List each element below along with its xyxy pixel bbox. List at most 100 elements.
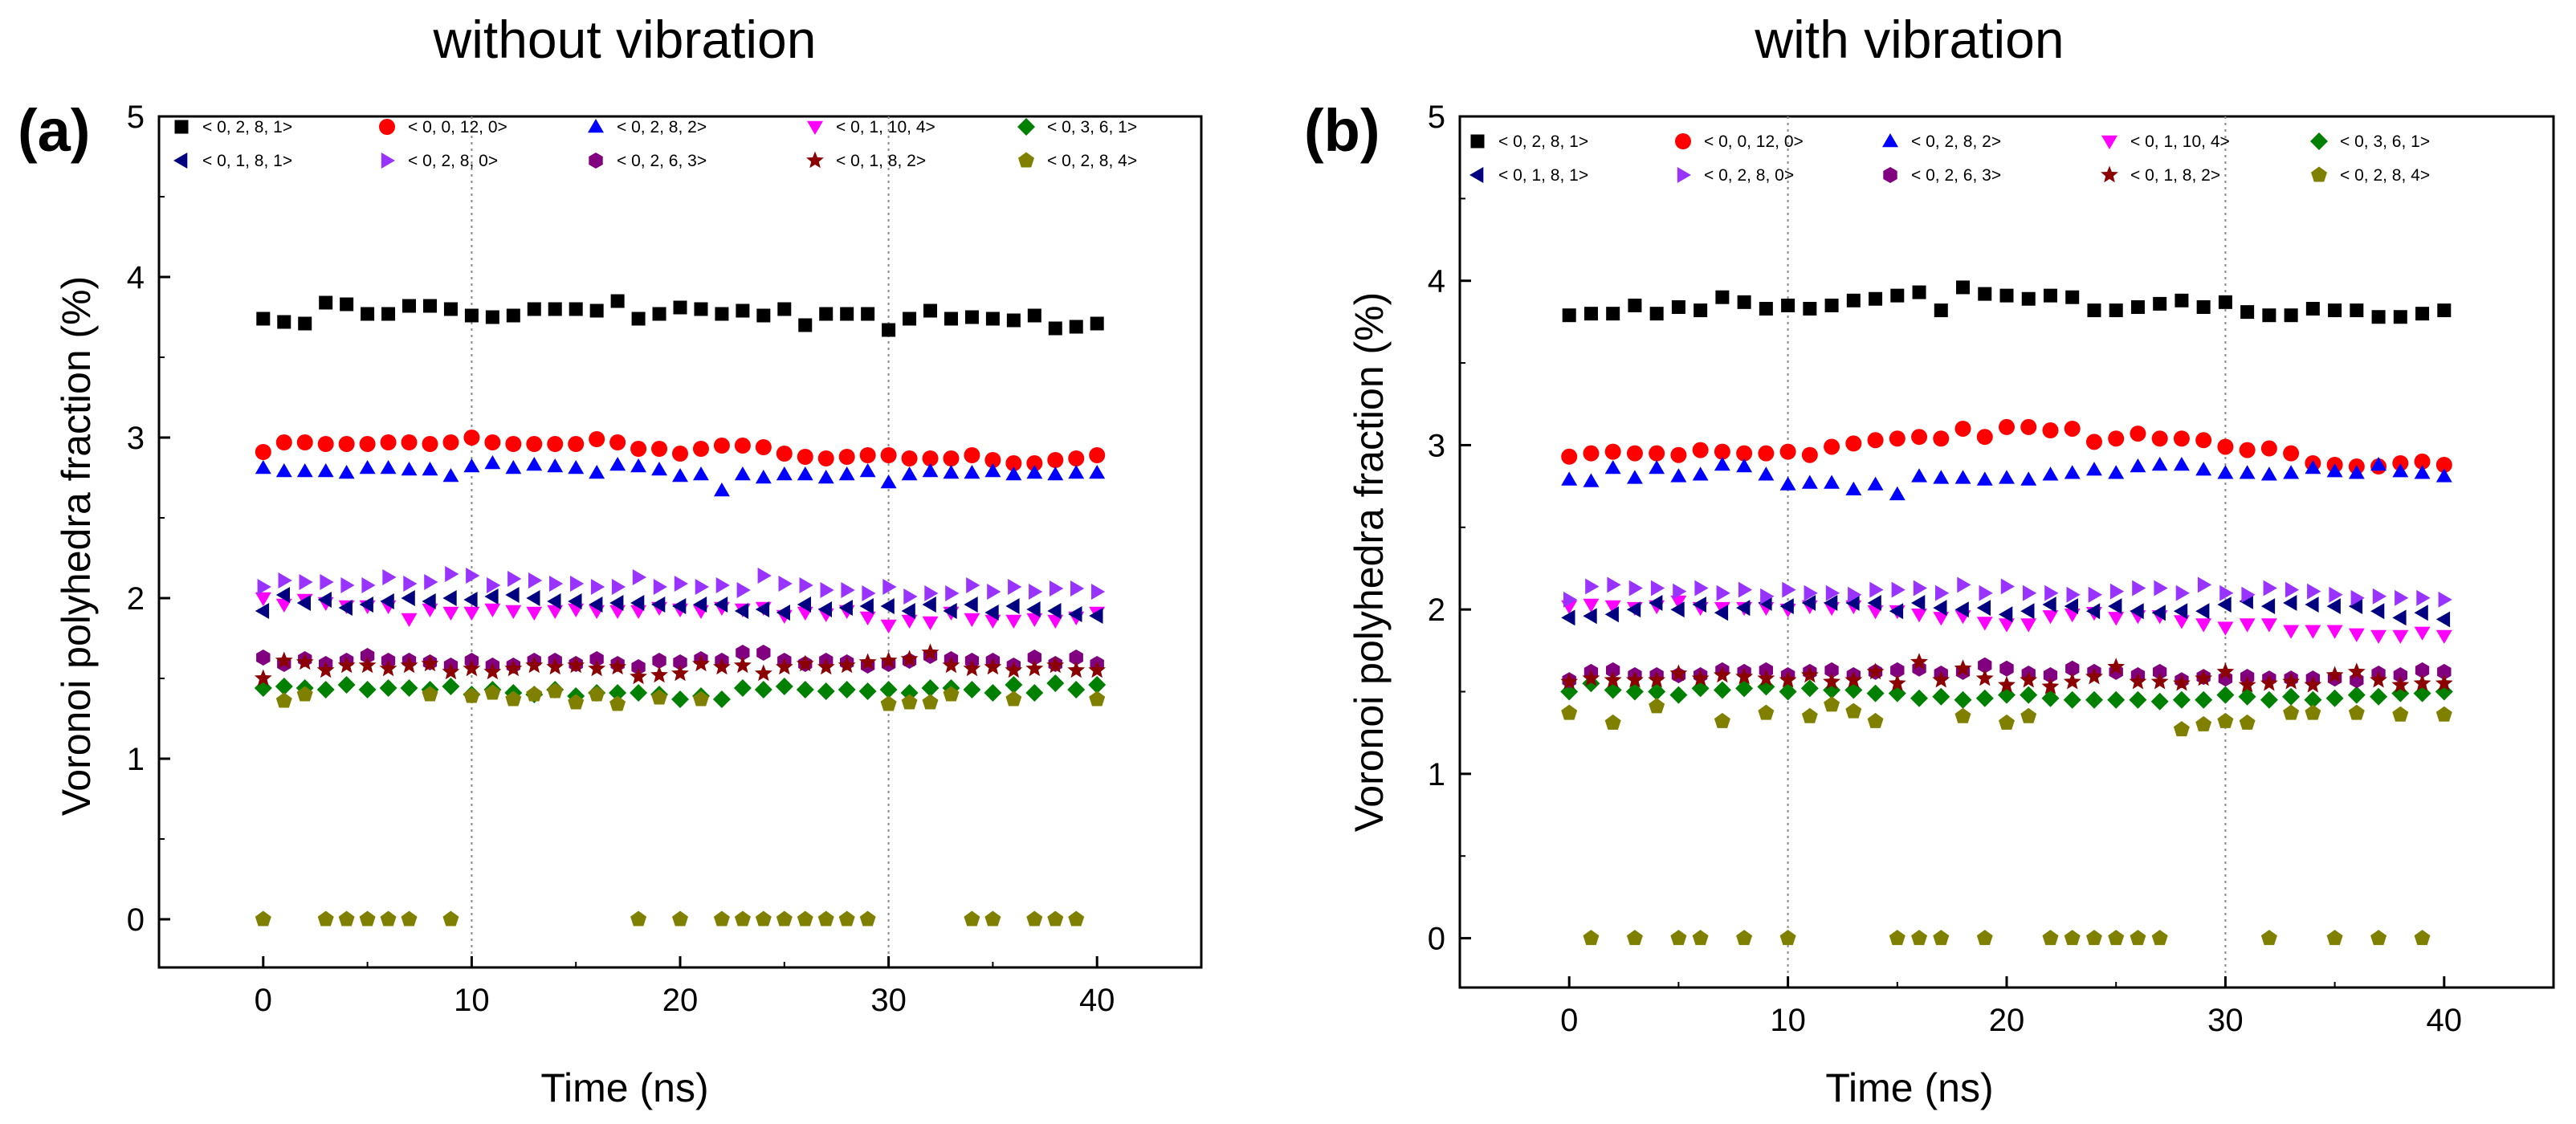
panel-b-point-0-0-12-0 (2239, 442, 2256, 458)
panel-b-point-0-2-8-0 (2088, 586, 2102, 603)
panel-b-point-0-2-8-2 (1758, 466, 1775, 481)
panel-b-point-0-1-8-2 (1735, 667, 1754, 685)
panel-b-point-0-1-8-2 (2260, 674, 2278, 691)
panel-a-point-0-1-8-2 (254, 669, 272, 686)
panel-b-point-0-1-8-1 (2151, 605, 2166, 621)
panel-a-point-0-1-8-1 (817, 601, 832, 617)
panel-a-legend-marker-0-0-12-0 (379, 119, 395, 135)
panel-b-series-0-2-8-0 (1563, 576, 2452, 608)
panel-b-point-0-1-8-2 (1691, 669, 1710, 686)
panel-a-point-0-1-8-2 (483, 662, 502, 680)
panel-b-point-0-2-8-4 (1561, 704, 1578, 720)
panel-a-point-0-2-8-4 (797, 910, 813, 926)
panel-b-point-0-2-8-2 (2174, 457, 2190, 471)
panel-b-point-0-2-8-4 (2020, 707, 2037, 723)
panel-b-point-0-2-8-0 (1760, 588, 1775, 605)
panel-b-point-0-0-12-0 (1779, 443, 1796, 460)
panel-a-point-0-3-6-1 (630, 684, 648, 702)
panel-a-point-0-3-6-1 (712, 690, 731, 708)
panel-b-point-0-1-8-2 (1932, 670, 1950, 688)
panel-b-series-0-0-12-0 (1561, 418, 2452, 475)
panel-a-point-0-3-6-1 (337, 676, 356, 694)
panel-a-point-0-2-8-4 (609, 695, 626, 711)
panel-a-point-0-2-8-2 (422, 462, 438, 476)
panel-a-point-0-2-8-1 (861, 307, 875, 321)
panel-b-point-0-2-6-3 (1999, 660, 2014, 677)
panel-b-point-0-1-8-1 (1801, 595, 1816, 611)
panel-b-point-0-0-12-0 (2392, 454, 2409, 471)
panel-a-legend-label-0-1-8-1: < 0, 1, 8, 1> (202, 152, 292, 170)
panel-b-point-0-3-6-1 (1779, 682, 1797, 701)
panel-b-point-0-2-8-0 (1563, 591, 1578, 608)
panel-a-point-0-2-8-4 (880, 695, 897, 711)
panel-a-point-0-1-8-2 (754, 664, 772, 682)
panel-b-point-0-2-8-4 (2370, 930, 2387, 946)
panel-a-point-0-2-8-4 (838, 910, 855, 926)
panel-a-point-0-2-8-0 (549, 576, 564, 592)
panel-a-point-0-2-8-0 (320, 574, 334, 590)
panel-b-point-0-0-12-0 (1736, 445, 1753, 462)
panel-a-point-0-1-8-2 (337, 656, 356, 674)
panel-b-point-0-2-8-0 (2000, 578, 2015, 595)
panel-b-point-0-3-6-1 (2020, 686, 2038, 704)
panel-a-point-0-0-12-0 (1068, 450, 1085, 466)
panel-b-point-0-2-8-1 (1606, 307, 1620, 321)
panel-b-point-0-1-8-1 (1604, 606, 1619, 623)
panel-b-point-0-0-12-0 (2064, 420, 2081, 437)
panel-a-point-0-2-8-1 (569, 302, 583, 316)
panel-a-point-0-1-8-1 (484, 588, 499, 605)
panel-b-point-0-1-10-4 (2174, 615, 2190, 629)
panel-a-point-0-2-8-0 (1050, 580, 1064, 597)
panel-b-point-0-1-8-2 (1779, 670, 1797, 688)
panel-a-point-0-0-12-0 (1089, 447, 1106, 463)
panel-b-point-0-1-8-1 (2173, 603, 2188, 620)
panel-b-point-0-1-8-2 (2085, 667, 2103, 685)
panel-a-plot: 0 10 20 30 40 0 1 2 3 4 5 < 0, 2, 8, 1> < 0, 0, 12, … (127, 100, 1203, 1018)
panel-b-point-0-1-8-2 (1888, 674, 1906, 691)
panel-a-point-0-1-10-4 (255, 592, 271, 606)
panel-a-point-0-2-8-1 (1048, 321, 1062, 336)
panel-a-point-0-1-8-2 (421, 654, 439, 672)
panel-a-point-0-2-8-0 (862, 585, 876, 601)
panel-a-point-0-0-12-0 (338, 436, 355, 452)
panel-a-point-0-0-12-0 (255, 444, 271, 460)
panel-b-x-tick-label: 0 (1560, 1003, 1578, 1038)
panel-a-point-0-2-8-4 (526, 686, 543, 702)
panel-b-point-0-2-8-2 (2130, 458, 2146, 473)
panel-b-point-0-2-8-1 (2350, 303, 2364, 318)
panel-b-point-0-1-8-1 (2217, 597, 2232, 613)
panel-b-point-0-2-8-1 (2109, 303, 2123, 318)
panel-b-point-0-1-8-2 (1713, 666, 1731, 683)
panel-b-point-0-2-8-2 (2042, 466, 2059, 481)
panel-b-point-0-1-8-2 (2129, 672, 2147, 690)
panel-a-point-0-2-8-2 (317, 463, 334, 478)
panel-a-point-0-2-8-1 (610, 294, 625, 308)
panel-b-point-0-2-8-1 (1890, 288, 1905, 303)
panel-a-point-0-2-8-0 (1070, 580, 1085, 597)
panel-a-point-0-0-12-0 (880, 447, 897, 463)
panel-b-point-0-2-8-0 (1782, 581, 1796, 598)
panel-a-point-0-1-8-1 (547, 593, 561, 609)
panel-b-point-0-2-8-1 (2371, 310, 2386, 324)
panel-a-series-0-3-6-1 (254, 674, 1107, 708)
panel-a-point-0-2-8-0 (757, 568, 772, 584)
panel-a-point-0-2-8-1 (652, 307, 666, 321)
panel-a-point-0-2-8-4 (296, 686, 313, 702)
panel-b-point-0-2-8-4 (2064, 930, 2081, 946)
panel-b-point-0-2-8-0 (2219, 584, 2234, 601)
panel-b-point-0-2-8-4 (2086, 930, 2102, 946)
panel-b-point-0-1-8-1 (2305, 597, 2319, 613)
panel-b-legend-label-0-0-12-0: < 0, 0, 12, 0> (1704, 132, 1804, 151)
panel-b-x-tick-label: 30 (2207, 1003, 2244, 1038)
panel-a-point-0-2-8-1 (319, 295, 333, 310)
panel-b-point-0-2-6-3 (1824, 662, 1839, 678)
panel-a-point-0-0-12-0 (442, 434, 459, 450)
panel-a-point-0-2-8-2 (1005, 466, 1022, 481)
panel-a-legend-marker-0-2-8-4 (1018, 152, 1034, 168)
panel-a-point-0-1-8-2 (984, 658, 1002, 675)
panel-a-point-0-1-8-2 (817, 658, 835, 675)
panel-b-point-0-1-8-2 (1866, 662, 1885, 680)
panel-a-point-0-2-8-0 (778, 576, 793, 592)
panel-b-point-0-2-8-0 (2109, 583, 2125, 600)
panel-b-point-0-1-8-1 (2020, 603, 2035, 620)
